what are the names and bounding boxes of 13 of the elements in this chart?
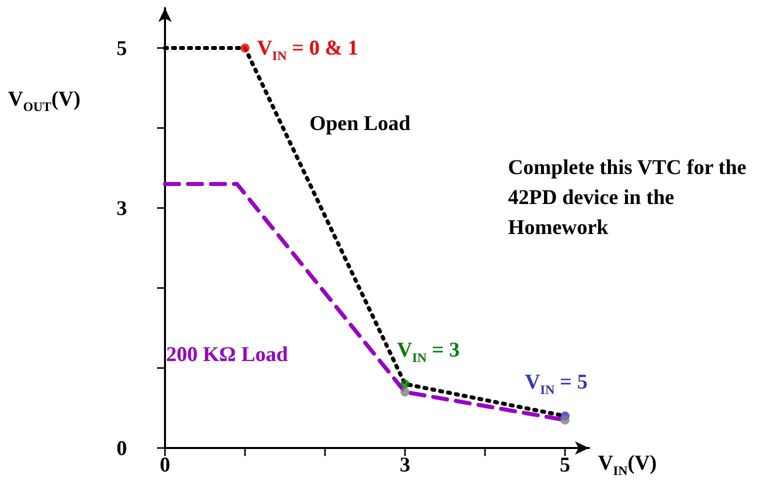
x-tick-label: 0 (160, 452, 170, 476)
point (240, 44, 250, 52)
series-label: Open Load (310, 111, 411, 135)
y-tick-label: 0 (116, 436, 127, 460)
y-tick-label: 3 (116, 196, 127, 220)
text: 200 KΩ Load (166, 342, 288, 366)
point (400, 380, 410, 388)
annotation: Complete this VTC for the 42PD device in the Homework (508, 155, 752, 239)
y-tick-label: 5 (116, 36, 127, 60)
point (560, 416, 570, 424)
x-tick-label: 5 (560, 452, 570, 476)
point (400, 388, 410, 396)
x-tick-label: 3 (400, 452, 410, 476)
